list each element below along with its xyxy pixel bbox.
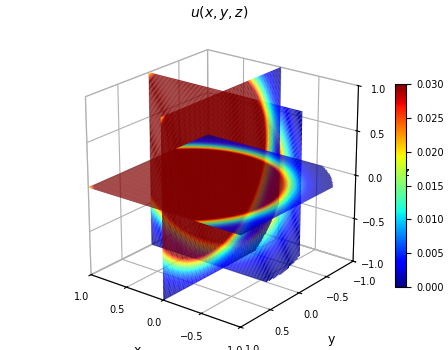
Title: $u(x, y, z)$: $u(x, y, z)$ xyxy=(190,4,248,22)
X-axis label: x: x xyxy=(134,344,142,350)
Y-axis label: y: y xyxy=(327,334,335,346)
